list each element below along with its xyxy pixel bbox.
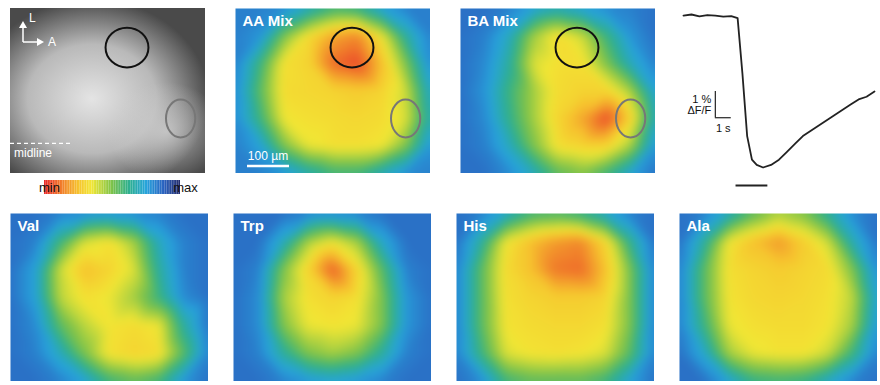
svg-text:1 s: 1 s (716, 122, 731, 134)
svg-text:BA Mix: BA Mix (468, 12, 519, 29)
svg-text:max: max (173, 180, 198, 195)
svg-text:Trp: Trp (241, 217, 264, 234)
svg-text:L: L (29, 11, 36, 25)
svg-text:min: min (39, 180, 60, 195)
svg-text:Val: Val (18, 217, 40, 234)
svg-text:100 µm: 100 µm (248, 149, 288, 163)
svg-text:His: His (464, 217, 487, 234)
svg-text:A: A (48, 35, 56, 49)
svg-text:midline: midline (14, 146, 52, 160)
svg-text:1 %ΔF/F: 1 %ΔF/F (687, 93, 711, 116)
svg-text:AA Mix: AA Mix (243, 12, 294, 29)
svg-text:Ala: Ala (687, 217, 711, 234)
